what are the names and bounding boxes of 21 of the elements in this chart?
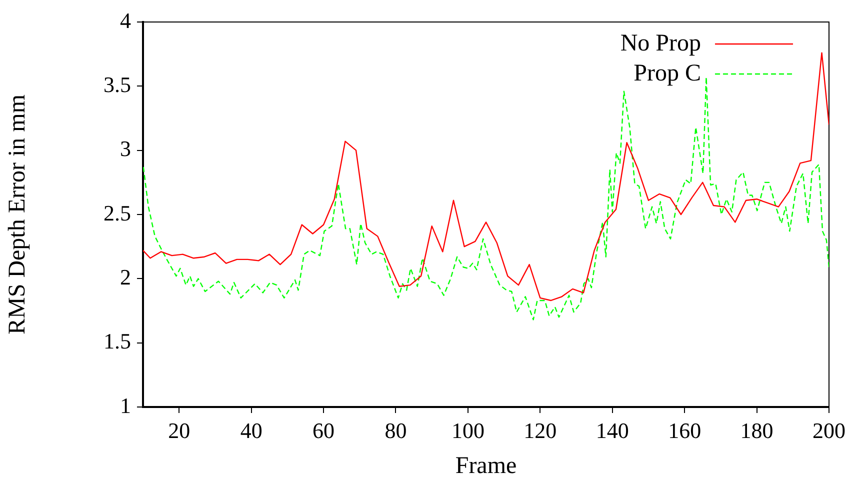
x-tick-label: 100 [451,418,484,443]
y-tick-label: 3.5 [104,72,131,97]
x-tick-label: 180 [740,418,774,443]
y-tick-label: 2.5 [104,200,131,226]
y-tick-label: 1.5 [104,328,131,354]
x-tick-label: 200 [812,418,846,443]
x-tick-label: 160 [668,418,702,443]
x-axis-title: Frame [455,452,517,479]
x-tick-label: 120 [524,418,557,443]
legend-label: No Prop [620,30,701,56]
y-tick-label: 1 [120,392,131,418]
x-tick-label: 20 [168,418,190,443]
x-tick-label: 60 [312,418,335,443]
x-tick-label: 140 [596,418,629,443]
legend-label: Prop C [634,60,701,86]
x-tick-label: 40 [240,418,262,443]
y-tick-label: 2 [120,264,131,290]
y-axis-title: RMS Depth Error in mm [4,94,31,334]
x-tick-label: 80 [384,418,407,443]
y-tick-label: 3 [120,136,131,162]
y-tick-label: 4 [120,8,131,33]
